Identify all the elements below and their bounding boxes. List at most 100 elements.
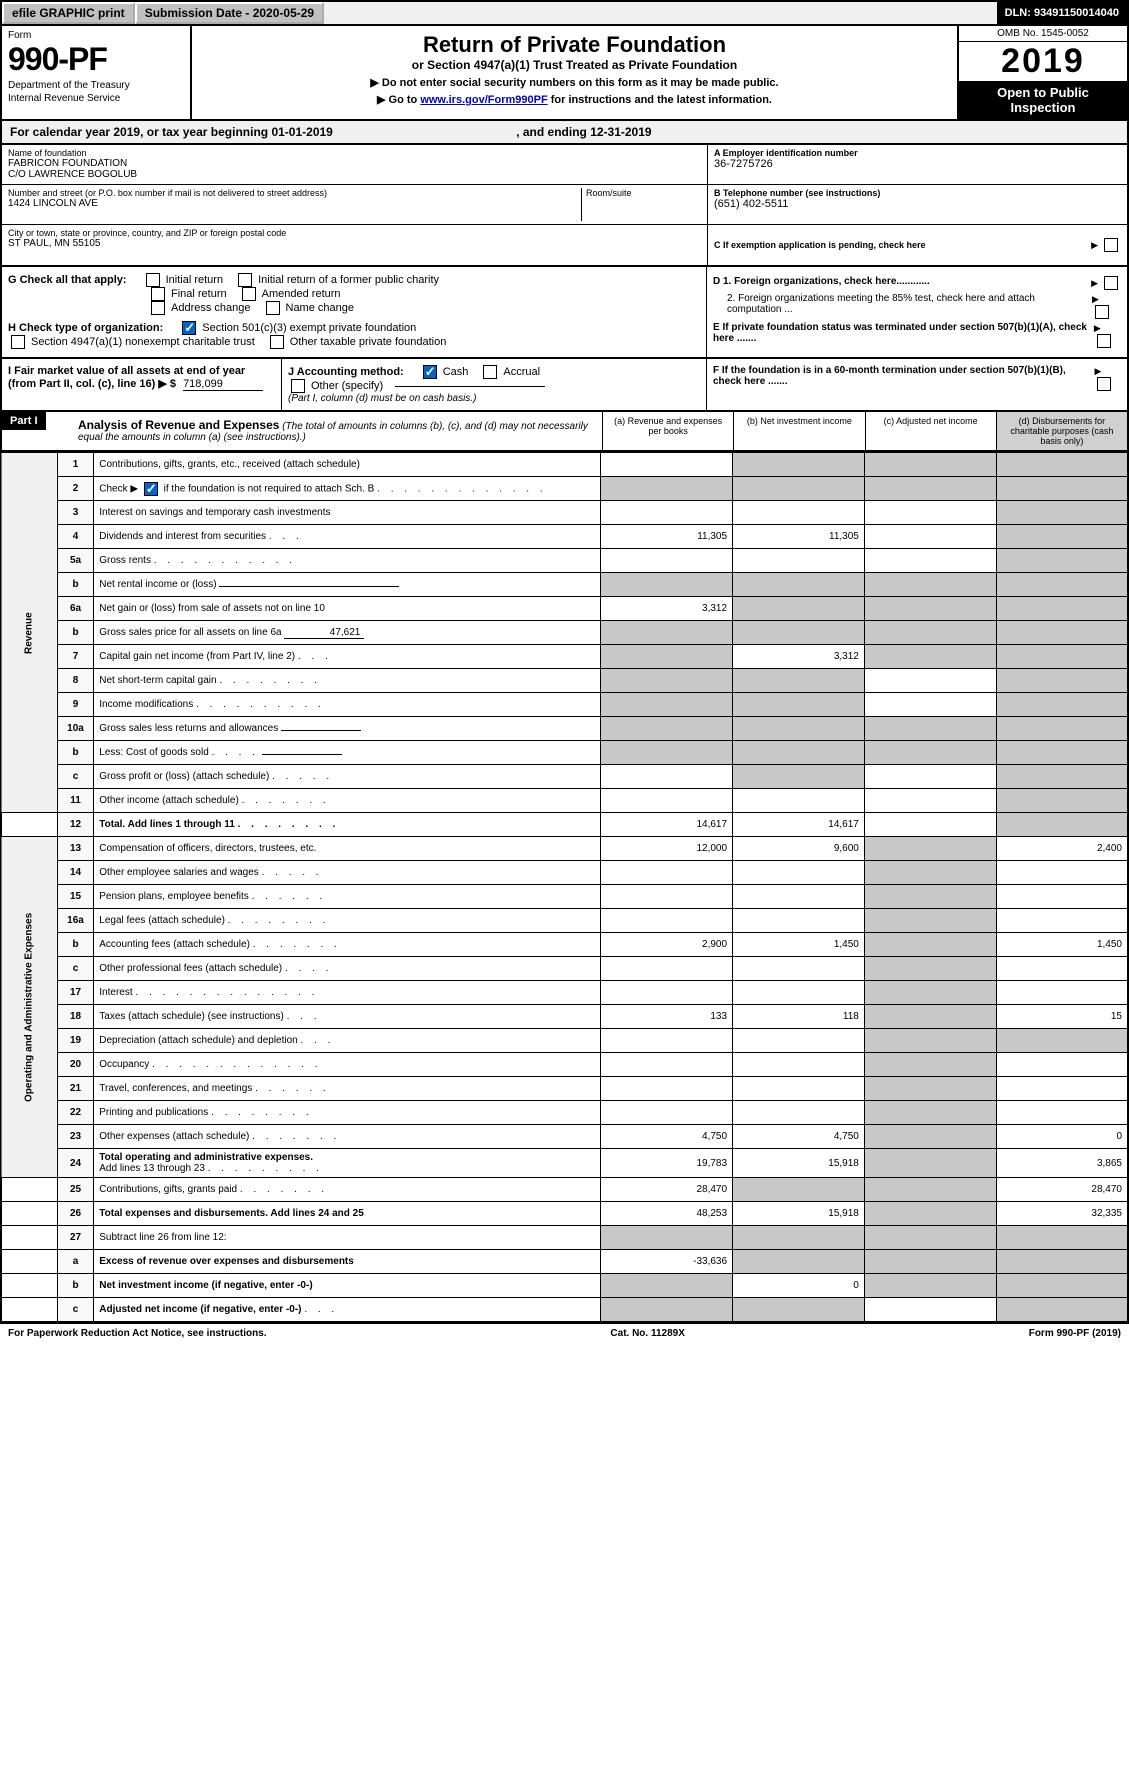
- cell-value: 12,000: [601, 837, 733, 861]
- row-num: 13: [57, 837, 94, 861]
- form-title-block: Return of Private Foundation or Section …: [192, 26, 957, 119]
- j-accrual[interactable]: Accrual: [480, 365, 540, 379]
- addr-label: Number and street (or P.O. box number if…: [8, 188, 581, 198]
- row-desc: Excess of revenue over expenses and disb…: [94, 1250, 601, 1274]
- g3[interactable]: Final return: [148, 287, 227, 301]
- j-other-input[interactable]: [395, 386, 545, 387]
- f-checkbox[interactable]: [1097, 377, 1111, 391]
- row-num: 18: [57, 1005, 94, 1029]
- cell-value: 28,470: [601, 1178, 733, 1202]
- i-value: 718,099: [183, 378, 263, 391]
- form-subtitle: or Section 4947(a)(1) Trust Treated as P…: [198, 58, 951, 72]
- row-desc: Capital gain net income (from Part IV, l…: [94, 645, 601, 669]
- g2[interactable]: Initial return of a former public charit…: [235, 273, 439, 287]
- g1[interactable]: Initial return: [143, 273, 223, 287]
- room-label: Room/suite: [586, 188, 701, 198]
- form-link[interactable]: www.irs.gov/Form990PF: [420, 94, 547, 106]
- row-desc: Interest . . . . . . . . . . . . . .: [94, 981, 601, 1005]
- h2[interactable]: Section 4947(a)(1) nonexempt charitable …: [8, 335, 255, 349]
- sch-b-checkbox[interactable]: [144, 482, 158, 496]
- d1-row: D 1. Foreign organizations, check here..…: [713, 276, 1121, 290]
- phone-value: (651) 402-5511: [714, 198, 1121, 210]
- row-desc: Gross sales price for all assets on line…: [94, 621, 601, 645]
- row-desc: Taxes (attach schedule) (see instruction…: [94, 1005, 601, 1029]
- row-desc: Other employee salaries and wages . . . …: [94, 861, 601, 885]
- form-label: Form: [8, 30, 184, 41]
- cell-value: 3,312: [733, 645, 865, 669]
- h3[interactable]: Other taxable private foundation: [267, 335, 447, 349]
- cell-value: 3,312: [601, 597, 733, 621]
- cell-value: -33,636: [601, 1250, 733, 1274]
- instr-1: ▶ Do not enter social security numbers o…: [198, 76, 951, 89]
- dept-treasury: Department of the Treasury: [8, 80, 184, 91]
- cell-value: 133: [601, 1005, 733, 1029]
- h-row: H Check type of organization: Section 50…: [8, 321, 700, 335]
- part1-label: Part I: [2, 412, 46, 430]
- cell-value: 15,918: [733, 1202, 865, 1226]
- d2-checkbox[interactable]: [1095, 305, 1109, 319]
- cell-value: 0: [733, 1274, 865, 1298]
- f-block: F If the foundation is in a 60-month ter…: [707, 359, 1127, 410]
- row-desc: Other expenses (attach schedule) . . . .…: [94, 1125, 601, 1149]
- omb-number: OMB No. 1545-0052: [959, 26, 1127, 42]
- row-num: 8: [57, 669, 94, 693]
- d2-row: 2. Foreign organizations meeting the 85%…: [713, 293, 1121, 319]
- row-num: 21: [57, 1077, 94, 1101]
- cell-value: 118: [733, 1005, 865, 1029]
- arrow-icon: [1094, 365, 1101, 377]
- info-grid: Name of foundation FABRICON FOUNDATION C…: [0, 145, 1129, 267]
- cell-value: 9,600: [733, 837, 865, 861]
- row-desc: Legal fees (attach schedule) . . . . . .…: [94, 909, 601, 933]
- row-desc: Depreciation (attach schedule) and deple…: [94, 1029, 601, 1053]
- row-desc: Pension plans, employee benefits . . . .…: [94, 885, 601, 909]
- row-desc: Compensation of officers, directors, tru…: [94, 837, 601, 861]
- cell-value: 4,750: [601, 1125, 733, 1149]
- row-num: 9: [57, 693, 94, 717]
- f-row: F If the foundation is in a 60-month ter…: [713, 365, 1121, 391]
- topbar-spacer: [324, 2, 997, 24]
- row-num: b: [57, 1274, 94, 1298]
- footer-mid: Cat. No. 11289X: [610, 1328, 684, 1339]
- cell-value: 3,865: [996, 1149, 1128, 1178]
- cal-end: 12-31-2019: [590, 125, 651, 139]
- row-num: 5a: [57, 549, 94, 573]
- c-row: C If exemption application is pending, c…: [708, 225, 1127, 265]
- arrow-icon: [1091, 239, 1098, 251]
- instr-2: ▶ Go to www.irs.gov/Form990PF for instru…: [198, 93, 951, 106]
- d1-checkbox[interactable]: [1104, 276, 1118, 290]
- g5[interactable]: Address change: [148, 301, 251, 315]
- cell-value: 15,918: [733, 1149, 865, 1178]
- row-desc: Net gain or (loss) from sale of assets n…: [94, 597, 601, 621]
- topbar: efile GRAPHIC print Submission Date - 20…: [0, 0, 1129, 26]
- part1-header: Part I Analysis of Revenue and Expenses …: [0, 412, 1129, 452]
- cell-value: 4,750: [733, 1125, 865, 1149]
- instr-2-pre: ▶ Go to: [377, 94, 420, 106]
- row-num: 15: [57, 885, 94, 909]
- efile-button[interactable]: efile GRAPHIC print: [2, 2, 135, 24]
- cell-value: 14,617: [733, 813, 865, 837]
- g-row: G Check all that apply: Initial return I…: [8, 273, 700, 287]
- g4[interactable]: Amended return: [239, 287, 341, 301]
- row-desc: Other income (attach schedule) . . . . .…: [94, 789, 601, 813]
- row-num: 2: [57, 477, 94, 501]
- dept-irs: Internal Revenue Service: [8, 93, 184, 104]
- j-cash[interactable]: Cash: [420, 365, 469, 379]
- g6[interactable]: Name change: [263, 301, 355, 315]
- c-checkbox[interactable]: [1104, 238, 1118, 252]
- g-row2: Final return Amended return: [148, 287, 700, 301]
- row-desc: Less: Cost of goods sold . . . .: [94, 741, 601, 765]
- submission-button[interactable]: Submission Date - 2020-05-29: [135, 2, 324, 24]
- e-checkbox[interactable]: [1097, 334, 1111, 348]
- cell-value: 2,900: [601, 933, 733, 957]
- j-other[interactable]: Other (specify): [288, 379, 383, 393]
- row-num: 10a: [57, 717, 94, 741]
- row-desc: Travel, conferences, and meetings . . . …: [94, 1077, 601, 1101]
- cell-value: 15: [996, 1005, 1128, 1029]
- h1[interactable]: Section 501(c)(3) exempt private foundat…: [179, 321, 416, 335]
- cal-mid: , and ending: [516, 125, 590, 139]
- h-row2: Section 4947(a)(1) nonexempt charitable …: [8, 335, 700, 349]
- row-desc: Income modifications . . . . . . . . . .: [94, 693, 601, 717]
- row-num: 1: [57, 453, 94, 477]
- cell-value: 1,450: [733, 933, 865, 957]
- cell-value: 14,617: [601, 813, 733, 837]
